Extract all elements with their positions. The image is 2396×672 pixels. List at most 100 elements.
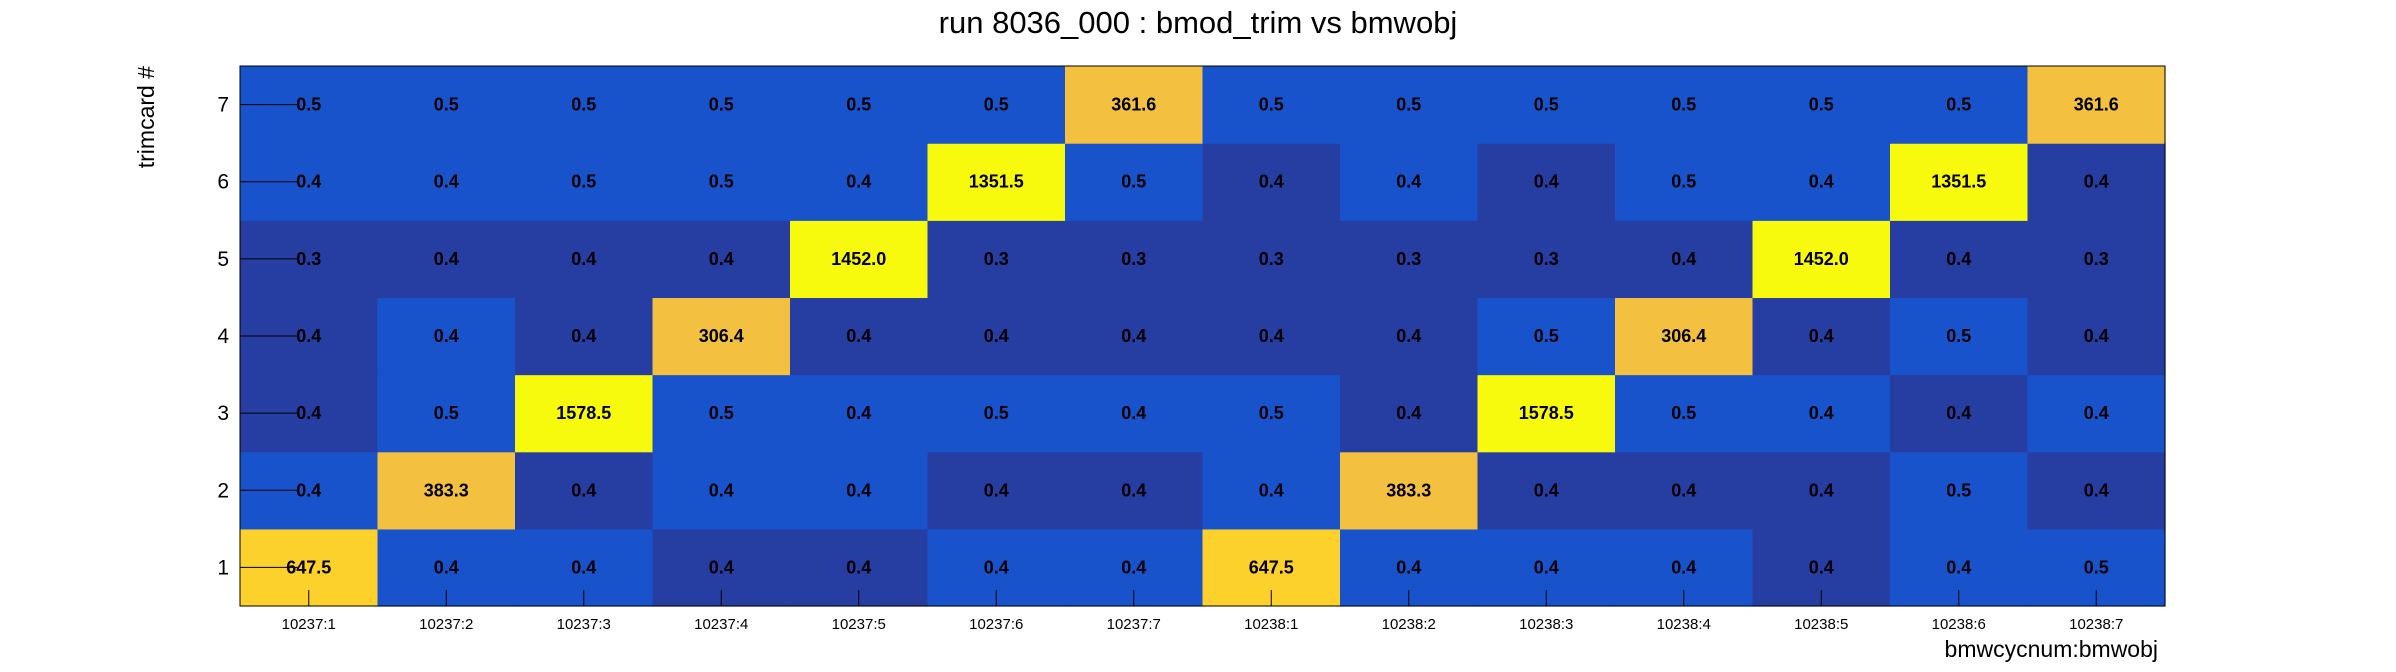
cell-value-label: 306.4 xyxy=(1661,326,1706,346)
heatmap-cell xyxy=(515,374,654,453)
cell-value-label: 0.5 xyxy=(1121,172,1146,192)
heatmap-cell xyxy=(927,66,1066,144)
cell-value-label: 361.6 xyxy=(1111,95,1156,115)
heatmap-cell xyxy=(652,297,791,376)
heatmap-cell xyxy=(1477,451,1616,530)
cell-value-label: 0.4 xyxy=(1534,557,1559,577)
cell-value-label: 0.4 xyxy=(296,326,321,346)
heatmap-cell xyxy=(1065,374,1204,453)
cell-value-label: 0.4 xyxy=(434,326,459,346)
heatmap-cell xyxy=(377,143,516,221)
y-tick-label: 4 xyxy=(217,325,229,348)
cell-value-label: 0.4 xyxy=(296,403,321,423)
cell-value-label: 1452.0 xyxy=(1794,249,1849,269)
cell-labels: 647.5 0.4 0.4 0.4 0.4 0.4 0.4 647.5 0.4 0.4 0.4 0.4… xyxy=(286,95,2119,578)
cell-value-label: 0.4 xyxy=(709,557,734,577)
cell-value-label: 1578.5 xyxy=(1519,403,1574,423)
cell-value-label: 0.5 xyxy=(709,95,734,115)
heatmap-cell xyxy=(1890,143,2029,221)
cell-value-label: 647.5 xyxy=(286,557,331,577)
cell-value-label: 0.4 xyxy=(1809,172,1834,192)
x-tick-label: 10238:3 xyxy=(1519,616,1573,633)
x-tick-label: 10237:4 xyxy=(694,616,748,633)
cell-value-label: 0.4 xyxy=(1946,403,1971,423)
cell-value-label: 0.4 xyxy=(571,326,596,346)
heatmap-cell xyxy=(515,66,654,144)
y-tick-label: 6 xyxy=(217,171,229,194)
heatmap-cell xyxy=(1340,143,1479,221)
heatmap-cell xyxy=(1477,297,1616,376)
heatmap-cell xyxy=(1202,143,1341,221)
x-tick-label: 10237:3 xyxy=(557,616,611,633)
cell-value-label: 0.4 xyxy=(434,557,459,577)
heatmap-cell xyxy=(1202,220,1341,299)
y-tick-label: 7 xyxy=(217,94,229,117)
cell-value-label: 0.4 xyxy=(434,249,459,269)
x-tick-label: 10238:7 xyxy=(2069,616,2123,633)
heatmap-cell xyxy=(790,220,929,299)
heatmap-cell xyxy=(1890,220,2029,299)
heatmap-cell xyxy=(515,451,654,530)
heatmap-cell xyxy=(1065,297,1204,376)
heatmap-cell xyxy=(2027,451,2166,530)
heatmap-cell xyxy=(1340,297,1479,376)
heatmap-cell xyxy=(1477,143,1616,221)
cell-value-label: 0.4 xyxy=(571,557,596,577)
heatmap-cell xyxy=(1065,143,1204,221)
heatmap-cell xyxy=(1340,220,1479,299)
heatmap-cell xyxy=(1340,451,1479,530)
cell-value-label: 0.3 xyxy=(1396,249,1421,269)
heatmap-cell xyxy=(1752,143,1891,221)
heatmap-cell xyxy=(927,374,1066,453)
y-tick-label: 2 xyxy=(217,479,229,502)
cell-value-label: 0.4 xyxy=(1671,249,1696,269)
cell-value-label: 0.4 xyxy=(1396,557,1421,577)
cell-value-label: 383.3 xyxy=(424,480,469,500)
heatmap-cell xyxy=(1477,220,1616,299)
cell-value-label: 647.5 xyxy=(1249,557,1294,577)
heatmap-cell xyxy=(1340,374,1479,453)
heatmap-cell xyxy=(1615,451,1754,530)
cell-value-label: 0.4 xyxy=(846,326,871,346)
cell-value-label: 1351.5 xyxy=(969,172,1024,192)
heatmap-cell xyxy=(1615,374,1754,453)
cell-value-label: 0.5 xyxy=(1534,95,1559,115)
heatmap-cell xyxy=(790,143,929,221)
cell-value-label: 0.4 xyxy=(296,172,321,192)
heatmap-cell xyxy=(1065,220,1204,299)
cell-value-label: 0.4 xyxy=(1809,480,1834,500)
heatmap-cell xyxy=(790,374,929,453)
cell-value-label: 0.3 xyxy=(2084,249,2109,269)
chart-title: run 8036_000 : bmod_trim vs bmwobj xyxy=(939,5,1458,40)
heatmap-cell xyxy=(790,66,929,144)
x-tick-label: 10237:6 xyxy=(969,616,1023,633)
heatmap-cell xyxy=(1615,143,1754,221)
cell-value-label: 0.5 xyxy=(709,403,734,423)
y-tick-label: 1 xyxy=(217,556,229,579)
cell-value-label: 0.5 xyxy=(296,95,321,115)
cell-value-label: 0.5 xyxy=(434,95,459,115)
heatmap-cell xyxy=(377,451,516,530)
x-tick-label: 10238:4 xyxy=(1657,616,1711,633)
heatmap-cell xyxy=(1752,451,1891,530)
cell-value-label: 0.5 xyxy=(2084,557,2109,577)
heatmap-cell xyxy=(1202,66,1341,144)
heatmap-cell xyxy=(652,66,791,144)
cell-value-label: 0.5 xyxy=(1259,95,1284,115)
heatmap-cell xyxy=(1340,66,1479,144)
cell-value-label: 0.4 xyxy=(1396,172,1421,192)
heatmap-cell xyxy=(2027,297,2166,376)
heatmap-cell xyxy=(2027,66,2166,144)
heatmap-cell xyxy=(1752,297,1891,376)
cell-value-label: 0.5 xyxy=(1671,172,1696,192)
cell-value-label: 0.4 xyxy=(1671,480,1696,500)
cell-value-label: 0.5 xyxy=(1946,480,1971,500)
cell-value-label: 0.4 xyxy=(1946,249,1971,269)
cell-value-label: 0.5 xyxy=(571,172,596,192)
y-tick-label: 5 xyxy=(217,248,229,271)
cell-value-label: 0.5 xyxy=(709,172,734,192)
heatmap-cell xyxy=(1477,374,1616,453)
heatmap-cell xyxy=(652,143,791,221)
heatmap-cell xyxy=(1065,66,1204,144)
x-axis: 10237:1 10237:2 10237:3 10237:4 10237:5 10237… xyxy=(240,590,2165,633)
